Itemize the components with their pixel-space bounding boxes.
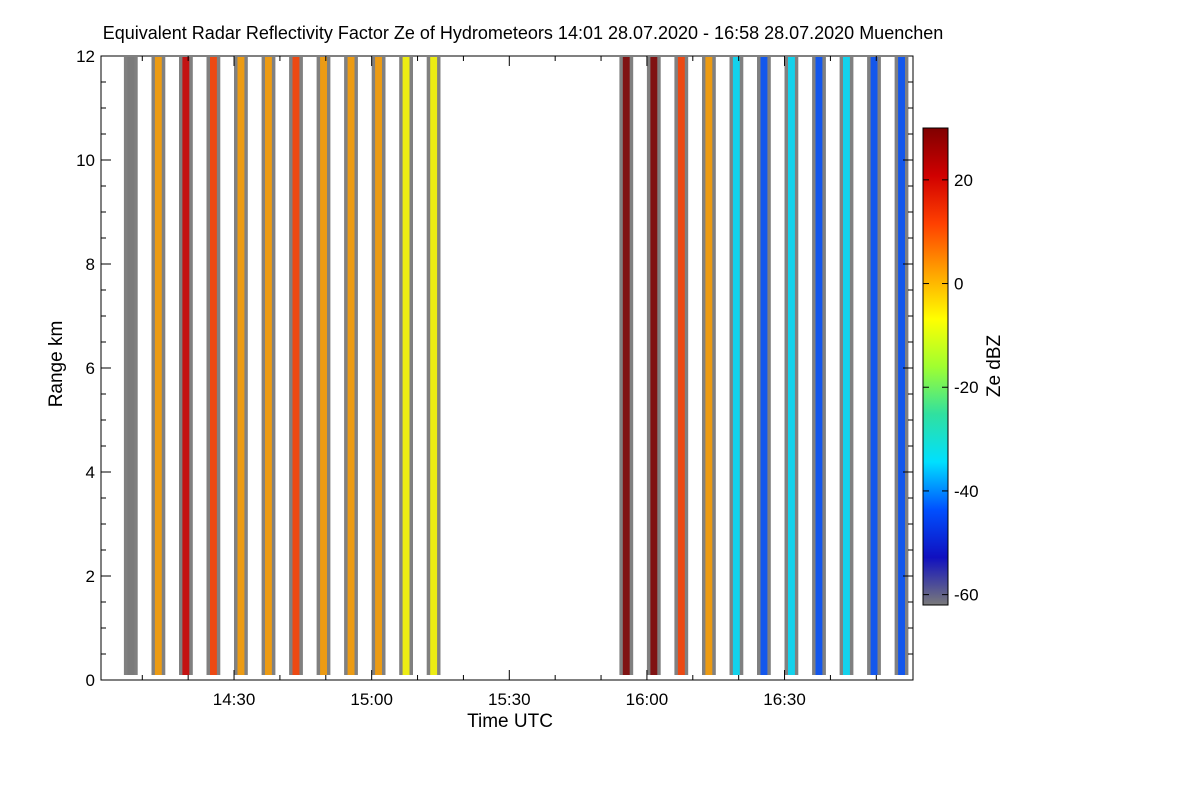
reflectivity-streak (788, 57, 795, 675)
reflectivity-streak (898, 57, 905, 675)
reflectivity-streak (870, 57, 878, 675)
reflectivity-streak (347, 57, 355, 675)
reflectivity-streak (127, 57, 135, 675)
colorbar-tick-label: -20 (954, 378, 979, 397)
reflectivity-streak (843, 57, 850, 675)
reflectivity-streak (265, 57, 272, 675)
reflectivity-streak (292, 57, 300, 675)
y-tick-label: 8 (86, 255, 95, 274)
colorbar-tick-label: 0 (954, 275, 963, 294)
y-tick-label: 0 (86, 671, 95, 690)
x-tick-label: 14:30 (213, 690, 256, 709)
colorbar-ticks: 20 0 -20 -40 -60 (923, 171, 979, 605)
reflectivity-streak (402, 57, 410, 675)
x-tick-label: 15:30 (488, 690, 531, 709)
reflectivity-streak (622, 57, 630, 675)
reflectivity-streak (705, 57, 713, 675)
y-ticks: 0 2 4 6 8 10 12 (76, 47, 913, 690)
x-ticks: 14:30 15:00 15:30 16:00 16:30 (141, 56, 877, 709)
x-tick-label: 16:30 (763, 690, 806, 709)
colorbar-label: Ze dBZ (984, 334, 1005, 397)
observation-bars (123, 57, 909, 675)
reflectivity-streak (430, 57, 438, 675)
colorbar-tick-label: 20 (954, 171, 973, 190)
reflectivity-streak (210, 57, 217, 675)
y-tick-label: 12 (76, 47, 95, 66)
y-tick-label: 2 (86, 567, 95, 586)
reflectivity-streak (677, 57, 685, 675)
reflectivity-streak (760, 57, 768, 675)
colorbar-scale (922, 127, 949, 606)
y-tick-label: 6 (86, 359, 95, 378)
reflectivity-streak (320, 57, 327, 675)
reflectivity-streak (732, 57, 740, 675)
x-axis-label: Time UTC (467, 711, 553, 732)
chart-title: Equivalent Radar Reflectivity Factor Ze … (103, 23, 944, 43)
y-axis-label: Range km (46, 321, 67, 408)
reflectivity-streak (154, 57, 162, 675)
y-tick-label: 4 (86, 463, 95, 482)
reflectivity-streak (237, 57, 245, 675)
x-tick-label: 16:00 (626, 690, 669, 709)
reflectivity-streak (815, 57, 823, 675)
colorbar: 20 0 -20 -40 -60 Ze dBZ (922, 127, 1005, 606)
reflectivity-streak (375, 57, 382, 675)
colorbar-tick-label: -40 (954, 482, 979, 501)
reflectivity-streak (182, 57, 190, 675)
x-tick-label: 15:00 (350, 690, 393, 709)
colorbar-tick-label: -60 (954, 586, 979, 605)
y-tick-label: 10 (76, 151, 95, 170)
reflectivity-streak (650, 57, 658, 675)
plot-area: 14:30 15:00 15:30 16:00 16:30 0 2 4 6 8 10 12 (76, 47, 914, 709)
